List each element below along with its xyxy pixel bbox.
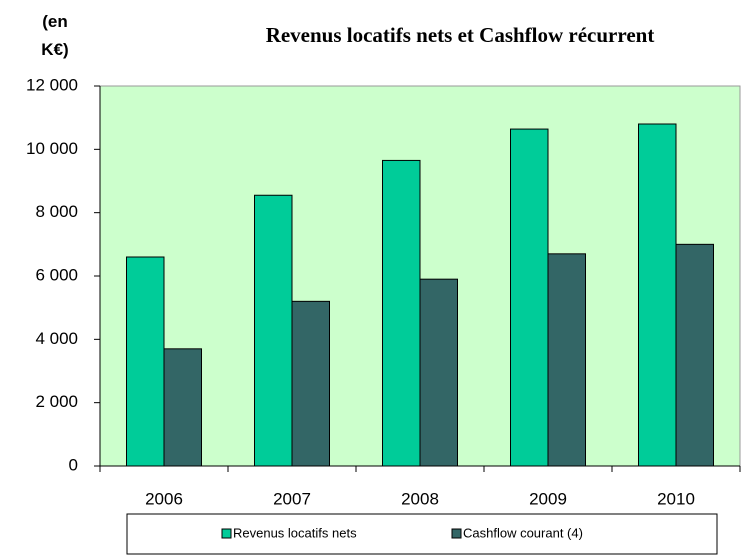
bar xyxy=(291,300,330,467)
x-tick-label: 2009 xyxy=(529,489,567,508)
x-tick-label: 2010 xyxy=(657,489,695,508)
legend-swatch xyxy=(221,528,232,539)
y-tick-label: 10 000 xyxy=(26,139,78,158)
y-tick-label: 0 xyxy=(69,455,78,474)
y-axis-label: (en K€) xyxy=(41,12,69,59)
legend-swatch xyxy=(451,528,462,539)
bar xyxy=(163,348,202,467)
x-tick-label: 2008 xyxy=(401,489,439,508)
bar xyxy=(547,253,586,467)
bar xyxy=(254,194,293,467)
bar xyxy=(675,243,714,467)
y-tick-label: 4 000 xyxy=(35,329,78,348)
bar xyxy=(510,128,549,467)
x-tick-label: 2007 xyxy=(273,489,311,508)
y-tick-label: 2 000 xyxy=(35,392,78,411)
x-tick-label: 2006 xyxy=(145,489,183,508)
bar xyxy=(638,123,677,467)
bar xyxy=(126,256,165,467)
y-tick-label: 6 000 xyxy=(35,265,78,284)
y-tick-label: 8 000 xyxy=(35,202,78,221)
legend-label: Cashflow courant (4) xyxy=(463,525,583,540)
bar xyxy=(419,278,458,467)
chart-title: Revenus locatifs nets et Cashflow récurr… xyxy=(266,23,655,47)
legend-box xyxy=(126,513,718,555)
bar xyxy=(382,159,421,467)
legend-label: Revenus locatifs nets xyxy=(233,525,357,540)
y-tick-label: 12 000 xyxy=(26,75,78,94)
